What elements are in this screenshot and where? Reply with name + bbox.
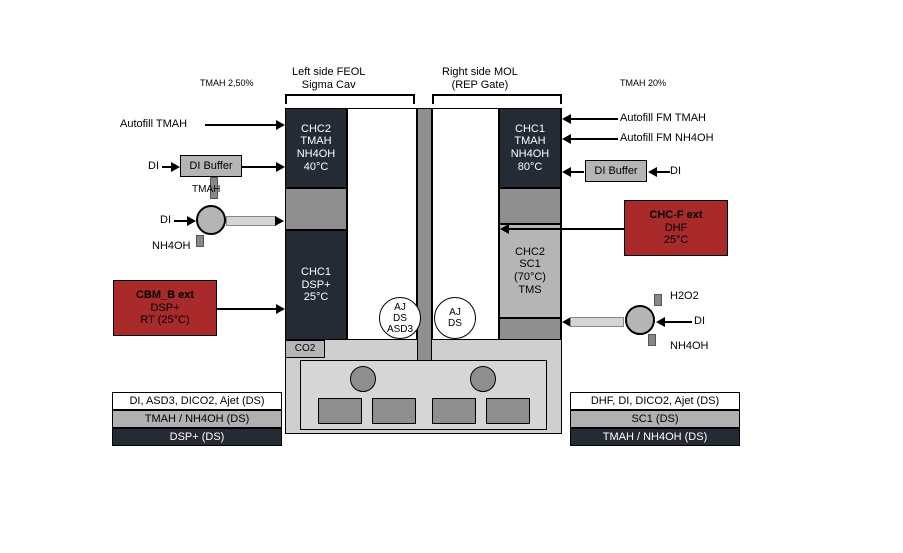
bracket-right bbox=[432, 94, 562, 104]
bracket-left bbox=[285, 94, 415, 104]
right-chc1-l3: NH4OH bbox=[511, 148, 550, 161]
aj1-l1: AJ bbox=[394, 302, 406, 313]
right-chc1-l4: 80°C bbox=[518, 161, 543, 174]
chcf-title: CHC-F ext bbox=[649, 209, 702, 222]
left-chc1-l3: 25°C bbox=[304, 291, 329, 304]
right-spacer1 bbox=[499, 188, 561, 224]
arrow-dibuffer-left bbox=[242, 162, 285, 172]
legend-left-r3: DSP+ (DS) bbox=[112, 428, 282, 446]
bottom-circle-right bbox=[470, 366, 496, 392]
left-chc2-l2: TMAH bbox=[300, 135, 331, 148]
aj1-l3: ASD3 bbox=[387, 324, 413, 335]
label-nh4oh-left: NH4OH bbox=[152, 240, 191, 253]
left-chc2-l4: 40°C bbox=[304, 161, 329, 174]
pipe-nh4oh-right bbox=[648, 334, 656, 346]
cbm-l3: RT (25°C) bbox=[140, 314, 189, 327]
bottom-sq4 bbox=[486, 398, 530, 424]
legend-right-r1: DHF, DI, DICO2, Ajet (DS) bbox=[570, 392, 740, 410]
left-chc2-l3: NH4OH bbox=[297, 148, 336, 161]
arrow-autofill-left bbox=[205, 120, 285, 130]
left-chc1-l2: DSP+ bbox=[301, 279, 330, 292]
legend-left: DI, ASD3, DICO2, Ajet (DS) TMAH / NH4OH … bbox=[112, 392, 282, 446]
chcf-box: CHC-F ext DHF 25°C bbox=[624, 200, 728, 256]
chcf-l2: DHF bbox=[665, 222, 688, 235]
label-di2-left: DI bbox=[160, 214, 171, 227]
legend-right-r3: TMAH / NH4OH (DS) bbox=[570, 428, 740, 446]
right-chc2-l4: TMS bbox=[518, 284, 541, 297]
right-chc2-l1: CHC2 bbox=[515, 246, 545, 259]
left-chc1-l1: CHC1 bbox=[301, 266, 331, 279]
right-chc2-l3: (70°C) bbox=[514, 271, 546, 284]
pipe-nh4oh-left bbox=[196, 235, 204, 247]
aj-right-circle: AJ DS bbox=[434, 297, 476, 339]
left-chc2-l1: CHC2 bbox=[301, 123, 331, 136]
right-spacer2 bbox=[499, 318, 561, 340]
label-di2-right: DI bbox=[694, 315, 705, 328]
arrow-di-left bbox=[162, 162, 180, 172]
chcf-l3: 25°C bbox=[664, 234, 689, 247]
aj2-l2: DS bbox=[448, 318, 462, 329]
legend-left-r1: DI, ASD3, DICO2, Ajet (DS) bbox=[112, 392, 282, 410]
label-h2o2: H2O2 bbox=[670, 290, 699, 303]
pipe-h2o2 bbox=[654, 294, 662, 306]
right-chc2-block: CHC2 SC1 (70°C) TMS bbox=[499, 224, 561, 318]
dibuffer-right: DI Buffer bbox=[585, 160, 647, 182]
header-right-pct: TMAH 20% bbox=[620, 78, 666, 88]
cbm-title: CBM_B ext bbox=[136, 289, 194, 302]
header-left-title-l2: Sigma Cav bbox=[292, 79, 365, 92]
dibuffer-left: DI Buffer bbox=[180, 155, 242, 177]
label-di-right: DI bbox=[670, 165, 681, 178]
right-chc2-l2: SC1 bbox=[519, 258, 540, 271]
header-left-pct: TMAH 2,50% bbox=[200, 78, 254, 88]
aj2-l1: AJ bbox=[449, 307, 461, 318]
bottom-circle-left bbox=[350, 366, 376, 392]
cbm-box: CBM_B ext DSP+ RT (25°C) bbox=[113, 280, 217, 336]
bottom-sq1 bbox=[318, 398, 362, 424]
legend-right: DHF, DI, DICO2, Ajet (DS) SC1 (DS) TMAH … bbox=[570, 392, 740, 446]
label-di-left: DI bbox=[148, 160, 159, 173]
bottom-sq2 bbox=[372, 398, 416, 424]
header-left-title: Left side FEOL Sigma Cav bbox=[292, 66, 365, 91]
label-autofill-tmah-left: Autofill TMAH bbox=[120, 118, 187, 131]
header-right-title-l2: (REP Gate) bbox=[442, 79, 518, 92]
left-spacer1 bbox=[285, 188, 347, 230]
header-right-title: Right side MOL (REP Gate) bbox=[442, 66, 518, 91]
bottom-sq3 bbox=[432, 398, 476, 424]
cbm-l2: DSP+ bbox=[150, 302, 179, 315]
label-autofill-fm-nh4oh: Autofill FM NH4OH bbox=[620, 132, 714, 145]
label-nh4oh-right: NH4OH bbox=[670, 340, 709, 353]
left-chc2-block: CHC2 TMAH NH4OH 40°C bbox=[285, 108, 347, 188]
left-chc1-block: CHC1 DSP+ 25°C bbox=[285, 230, 347, 340]
right-chc1-block: CHC1 TMAH NH4OH 80°C bbox=[499, 108, 561, 188]
header-left-title-l1: Left side FEOL bbox=[292, 66, 365, 79]
legend-left-r2: TMAH / NH4OH (DS) bbox=[112, 410, 282, 428]
mixer-left bbox=[196, 205, 226, 235]
right-chc1-l2: TMAH bbox=[514, 135, 545, 148]
aj1-l2: DS bbox=[393, 313, 407, 324]
co2-block: CO2 bbox=[285, 340, 325, 358]
right-chc1-l1: CHC1 bbox=[515, 123, 545, 136]
center-column bbox=[417, 108, 432, 378]
header-right-title-l1: Right side MOL bbox=[442, 66, 518, 79]
aj-left-circle: AJ DS ASD3 bbox=[379, 297, 421, 339]
label-tmah-left: TMAH bbox=[192, 184, 220, 195]
label-autofill-fm-tmah: Autofill FM TMAH bbox=[620, 112, 706, 125]
legend-right-r2: SC1 (DS) bbox=[570, 410, 740, 428]
mixer-right bbox=[625, 305, 655, 335]
